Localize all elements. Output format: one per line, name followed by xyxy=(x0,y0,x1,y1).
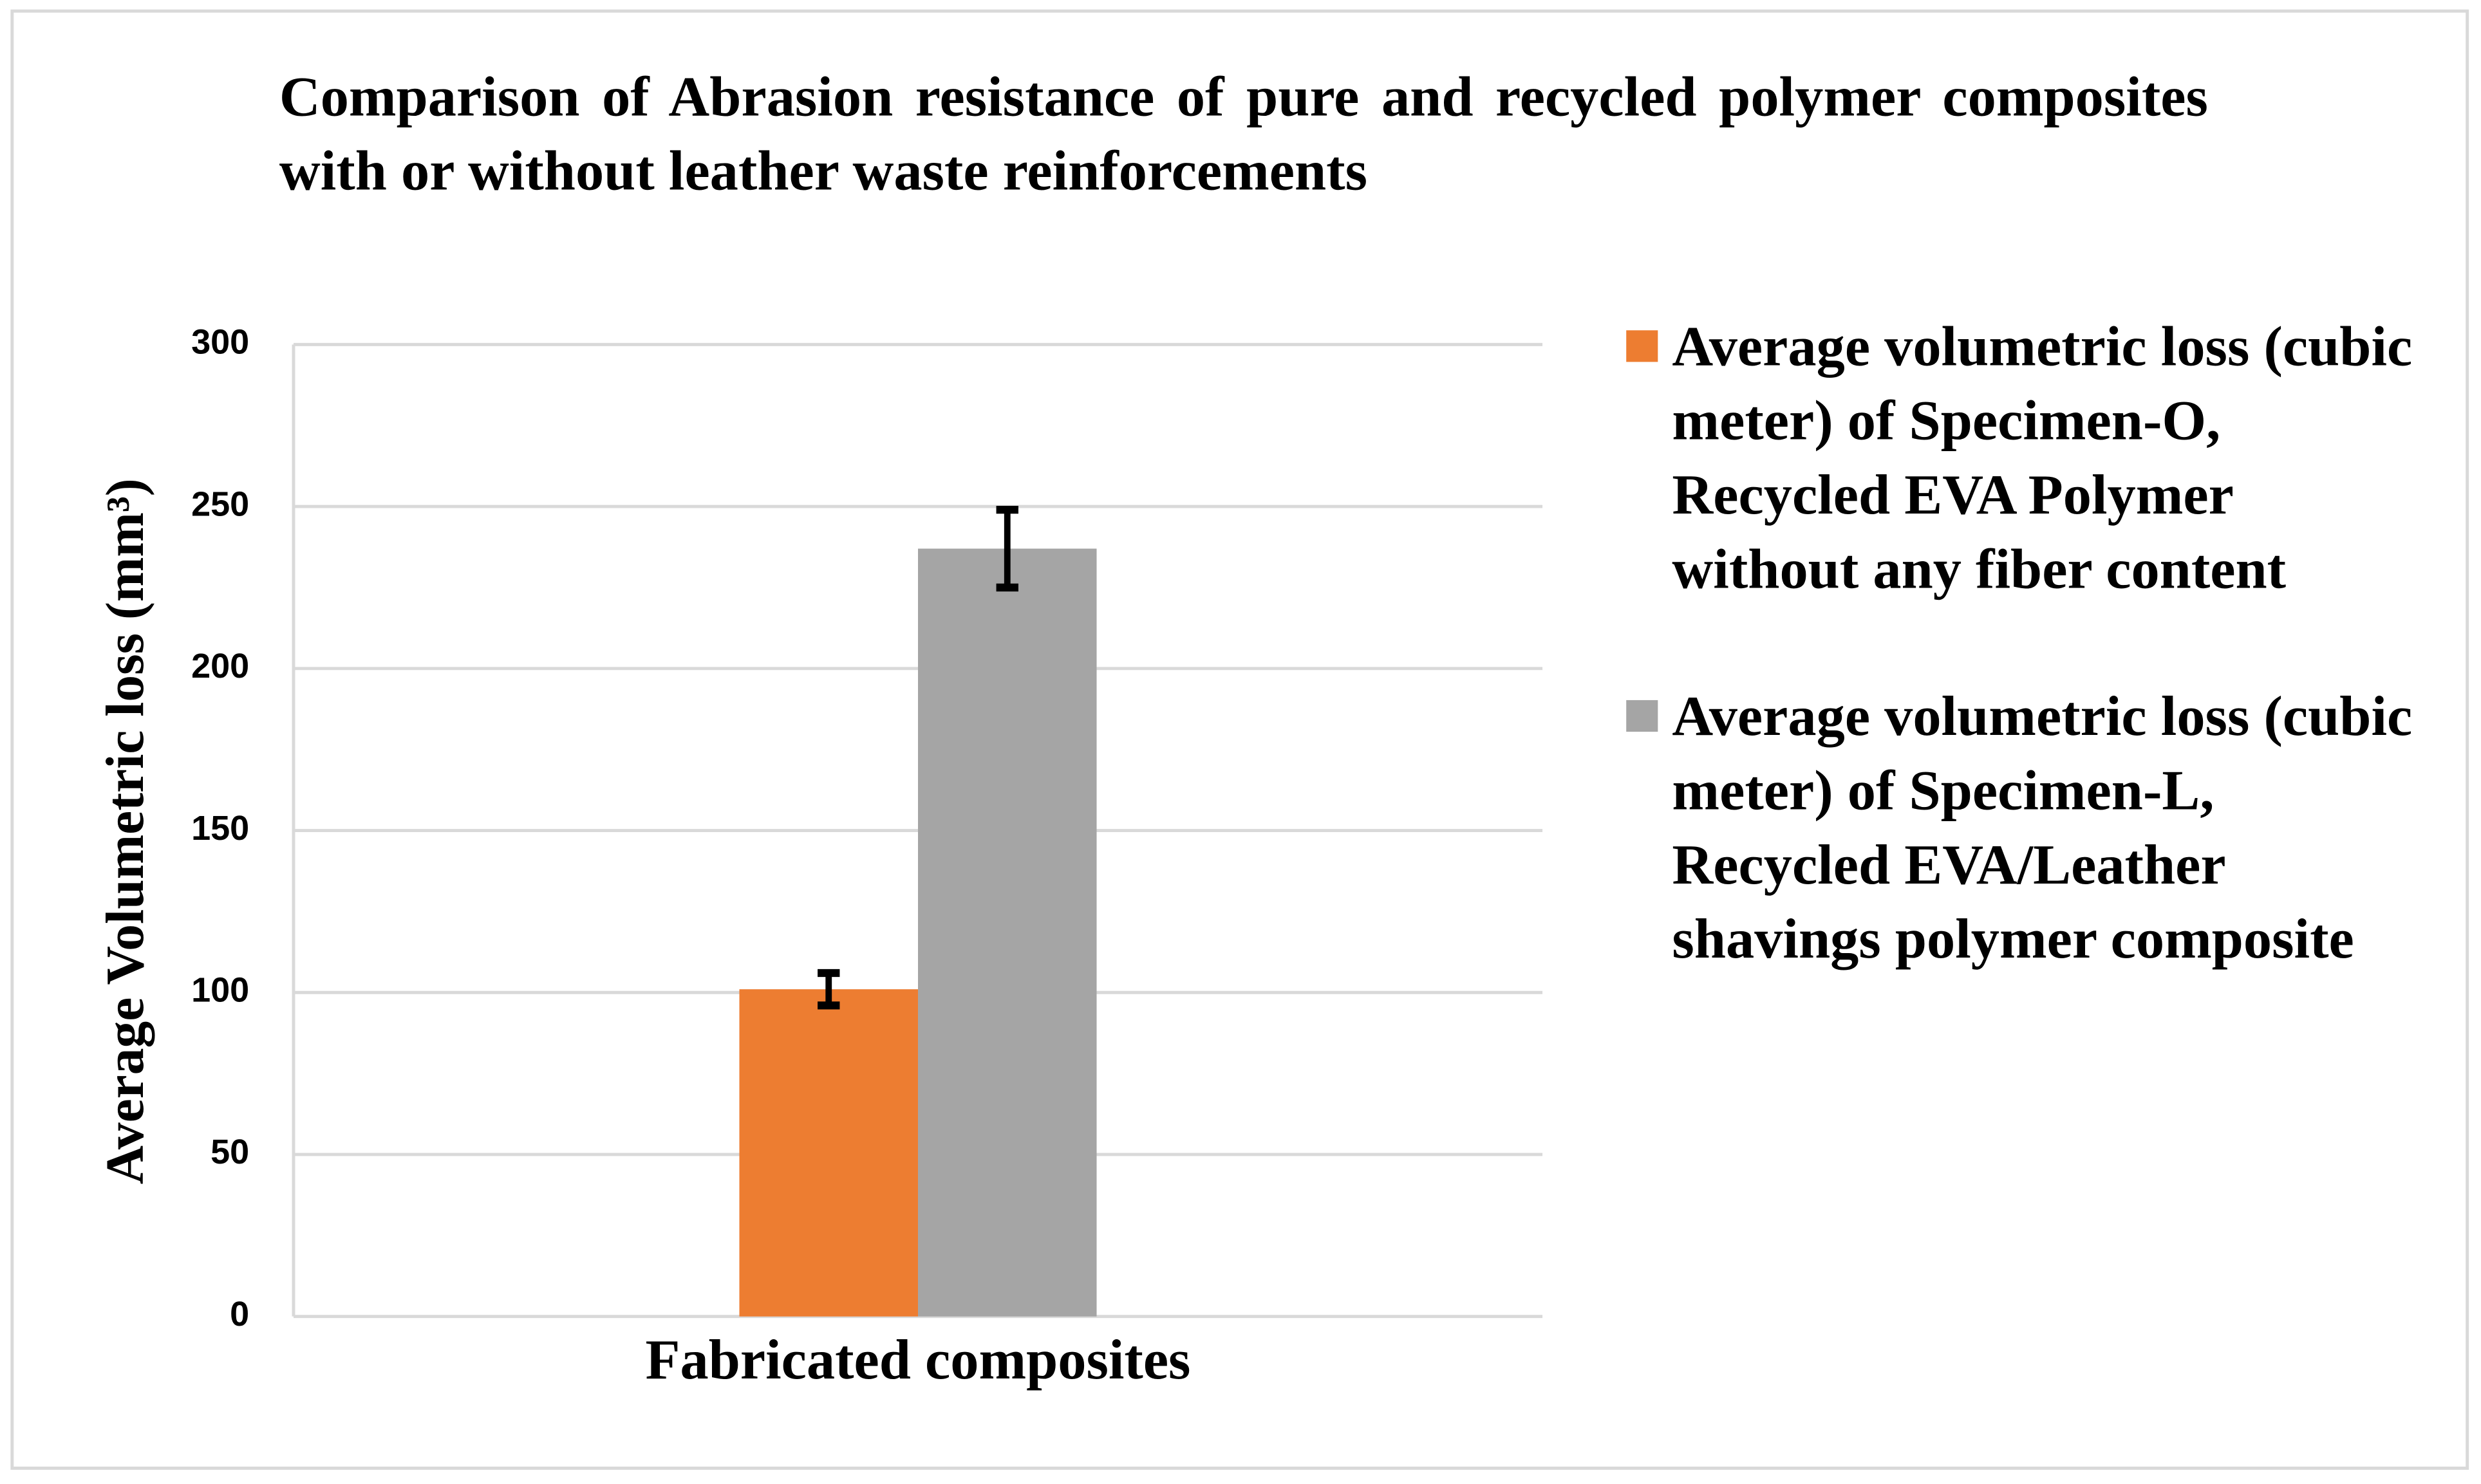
y-tick-label: 50 xyxy=(211,1133,249,1171)
x-tick-label: Fabricated composites xyxy=(646,1328,1191,1391)
error-bar xyxy=(996,505,1018,592)
y-tick-label: 250 xyxy=(191,485,249,523)
bar xyxy=(739,989,919,1317)
y-tick-label: 100 xyxy=(191,971,249,1010)
chart-title: Comparison of Abrasion resistance of pur… xyxy=(279,64,2208,203)
legend-label: Average volumetric loss (cubic meter) of… xyxy=(1672,314,2413,601)
y-tick-label: 200 xyxy=(191,647,249,685)
legend-label: Average volumetric loss (cubic meter) of… xyxy=(1672,684,2413,970)
legend-swatch xyxy=(1626,330,1658,362)
y-tick-label: 0 xyxy=(230,1295,249,1333)
y-tick-label: 300 xyxy=(191,323,249,362)
chart-border xyxy=(10,9,2469,1470)
legend-box: Average volumetric loss (cubic meter) of… xyxy=(1672,314,2413,601)
legend-swatch xyxy=(1626,700,1658,732)
legend-box: Average volumetric loss (cubic meter) of… xyxy=(1672,684,2413,970)
error-bar xyxy=(818,969,840,1010)
title-box: Comparison of Abrasion resistance of pur… xyxy=(279,64,2208,203)
y-axis-label: Average Volumetric loss (mm³) xyxy=(96,478,155,1184)
y-tick-label: 150 xyxy=(191,809,249,848)
bar xyxy=(918,548,1097,1317)
